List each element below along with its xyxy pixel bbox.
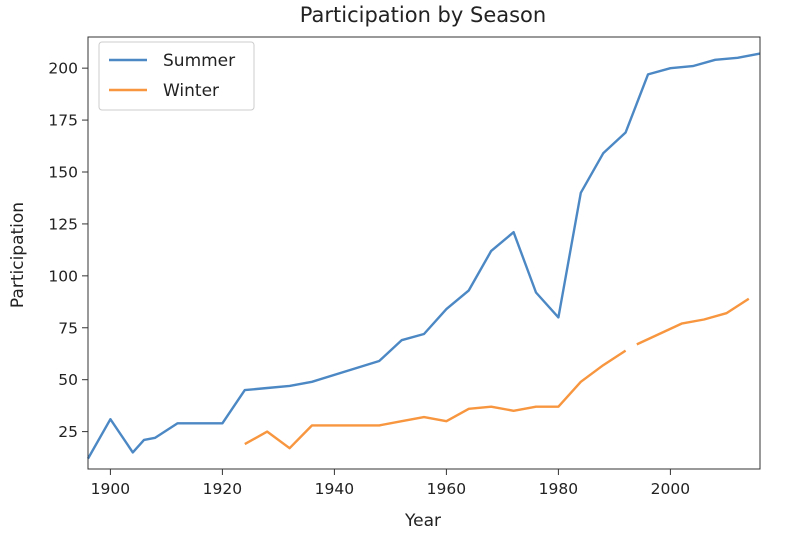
y-axis-label: Participation bbox=[8, 202, 28, 308]
y-tick-label: 75 bbox=[58, 319, 78, 337]
x-tick-label: 2000 bbox=[651, 480, 690, 498]
legend: Summer Winter bbox=[98, 41, 255, 111]
series-line-summer bbox=[86, 52, 761, 460]
y-tick-label: 150 bbox=[48, 164, 78, 182]
chart-title: Participation by Season bbox=[300, 3, 546, 27]
y-tick-label: 25 bbox=[58, 423, 78, 441]
x-axis-label: Year bbox=[404, 511, 441, 531]
plot-frame bbox=[87, 36, 761, 470]
y-tick-label: 200 bbox=[48, 60, 78, 78]
x-tick-label: 1980 bbox=[539, 480, 578, 498]
x-tick-label: 1940 bbox=[315, 480, 354, 498]
y-tick-label: 125 bbox=[48, 215, 78, 233]
legend-label-summer: Summer bbox=[163, 51, 235, 71]
series-line-winter bbox=[244, 297, 750, 450]
x-tick-label: 1900 bbox=[91, 480, 130, 498]
legend-label-winter: Winter bbox=[163, 81, 219, 101]
series-layer bbox=[86, 52, 761, 460]
y-tick-label: 100 bbox=[48, 267, 78, 285]
y-tick-label: 175 bbox=[48, 112, 78, 130]
y-tick-label: 50 bbox=[58, 371, 78, 389]
ticks-layer: 1900 1920 1940 1960 1980 2000 25 50 75 100 125 150 1… bbox=[48, 60, 690, 498]
x-tick-label: 1960 bbox=[427, 480, 466, 498]
x-tick-label: 1920 bbox=[203, 480, 242, 498]
